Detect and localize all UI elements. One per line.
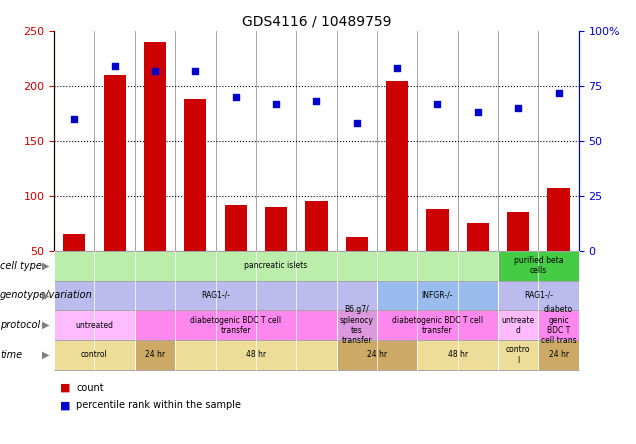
Text: 24 hr: 24 hr xyxy=(367,350,387,360)
Text: count: count xyxy=(76,383,104,392)
Point xyxy=(392,65,402,72)
Bar xyxy=(184,99,207,251)
Text: 48 hr: 48 hr xyxy=(245,350,266,360)
Bar xyxy=(507,212,529,251)
Point xyxy=(271,100,281,107)
Point xyxy=(352,120,362,127)
Text: ▶: ▶ xyxy=(41,350,49,360)
Bar xyxy=(346,237,368,251)
Point xyxy=(190,67,200,74)
Point xyxy=(69,115,80,123)
Text: INFGR-/-: INFGR-/- xyxy=(422,291,453,300)
Point xyxy=(432,100,443,107)
Text: contro
l: contro l xyxy=(506,345,530,365)
Point xyxy=(473,109,483,116)
Text: protocol: protocol xyxy=(0,320,40,330)
Bar xyxy=(548,188,570,251)
Text: cell type: cell type xyxy=(0,261,42,271)
Bar xyxy=(225,205,247,251)
Text: purified beta
cells: purified beta cells xyxy=(514,256,563,275)
Bar xyxy=(104,75,126,251)
Bar xyxy=(144,42,166,251)
Text: percentile rank within the sample: percentile rank within the sample xyxy=(76,400,241,410)
Point xyxy=(513,104,523,111)
Point xyxy=(312,98,322,105)
Text: 48 hr: 48 hr xyxy=(448,350,467,360)
Text: diabeto
genic
BDC T
cell trans: diabeto genic BDC T cell trans xyxy=(541,305,576,345)
Text: untreated: untreated xyxy=(76,321,113,330)
Text: ▶: ▶ xyxy=(41,290,49,301)
Text: B6.g7/
splenocy
tes
transfer: B6.g7/ splenocy tes transfer xyxy=(340,305,374,345)
Text: genotype/variation: genotype/variation xyxy=(0,290,93,301)
Point xyxy=(553,89,563,96)
Text: diabetogenic BDC T cell
transfer: diabetogenic BDC T cell transfer xyxy=(190,316,281,335)
Point xyxy=(231,94,241,101)
Text: untreate
d: untreate d xyxy=(502,316,535,335)
Text: 24 hr: 24 hr xyxy=(145,350,165,360)
Text: RAG1-/-: RAG1-/- xyxy=(524,291,553,300)
Text: RAG1-/-: RAG1-/- xyxy=(201,291,230,300)
Text: 24 hr: 24 hr xyxy=(548,350,569,360)
Text: ■: ■ xyxy=(60,400,74,410)
Bar xyxy=(467,223,489,251)
Point xyxy=(150,67,160,74)
Bar xyxy=(426,209,448,251)
Text: ■: ■ xyxy=(60,383,74,392)
Text: time: time xyxy=(0,350,22,360)
Bar xyxy=(386,80,408,251)
Text: pancreatic islets: pancreatic islets xyxy=(244,261,308,270)
Point xyxy=(109,63,120,70)
Bar xyxy=(305,202,328,251)
Bar xyxy=(265,207,287,251)
Text: control: control xyxy=(81,350,107,360)
Text: ▶: ▶ xyxy=(41,261,49,271)
Text: ▶: ▶ xyxy=(41,320,49,330)
Bar xyxy=(63,234,85,251)
Title: GDS4116 / 10489759: GDS4116 / 10489759 xyxy=(242,15,391,28)
Text: diabetogenic BDC T cell
transfer: diabetogenic BDC T cell transfer xyxy=(392,316,483,335)
